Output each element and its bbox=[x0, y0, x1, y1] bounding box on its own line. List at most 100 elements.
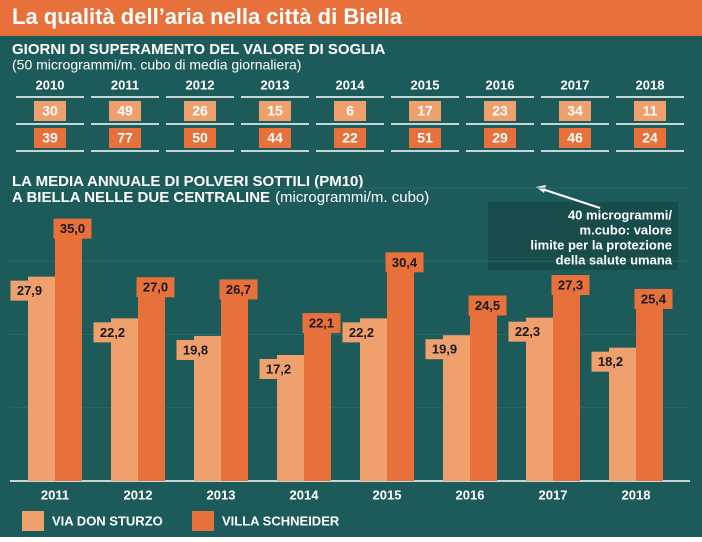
year-label: 2013 bbox=[261, 77, 290, 92]
table-value: 46 bbox=[567, 130, 583, 146]
x-tick-label: 2017 bbox=[539, 487, 568, 502]
value-label-box bbox=[176, 339, 215, 360]
legend-swatch bbox=[192, 511, 214, 531]
annotation: m.cubo: valore bbox=[580, 222, 672, 237]
x-tick-label: 2018 bbox=[622, 487, 651, 502]
chart-title-line: A BIELLA NELLE DUE CENTRALINE (microgramm… bbox=[12, 189, 429, 206]
x-tick-label: 2014 bbox=[290, 487, 320, 502]
table-value: 51 bbox=[417, 130, 433, 146]
value-label: 27,0 bbox=[143, 280, 168, 295]
bar bbox=[55, 224, 82, 481]
arrow-head bbox=[536, 185, 546, 193]
value-label-box bbox=[53, 218, 92, 239]
x-tick-label: 2012 bbox=[124, 487, 153, 502]
table-cell bbox=[109, 128, 141, 148]
annotation-arrow bbox=[541, 188, 601, 209]
year-label: 2018 bbox=[636, 77, 665, 92]
table-value: 50 bbox=[192, 130, 208, 146]
table-cell bbox=[184, 128, 216, 148]
value-label-box bbox=[468, 295, 507, 316]
chart-title: LA MEDIA ANNUALE DI POLVERI SOTTILI (PM1… bbox=[12, 173, 363, 190]
table-value: 11 bbox=[643, 103, 658, 119]
value-label: 27,3 bbox=[558, 277, 583, 292]
legend-label: VIA DON STURZO bbox=[52, 513, 163, 528]
value-label: 17,2 bbox=[266, 361, 291, 376]
value-label: 22,1 bbox=[309, 316, 334, 331]
value-label: 19,9 bbox=[432, 342, 457, 357]
value-label: 25,4 bbox=[641, 291, 667, 306]
table-value: 30 bbox=[42, 103, 58, 119]
table-value: 6 bbox=[346, 103, 354, 119]
table-cell bbox=[34, 101, 66, 121]
bar bbox=[553, 281, 580, 481]
bar bbox=[138, 283, 165, 481]
value-label-box bbox=[259, 359, 298, 380]
value-label: 27,9 bbox=[17, 283, 42, 298]
table-cell bbox=[259, 128, 291, 148]
year-label: 2011 bbox=[111, 77, 139, 92]
bar bbox=[526, 317, 553, 481]
x-tick-label: 2015 bbox=[373, 487, 402, 502]
x-tick-label: 2013 bbox=[207, 487, 236, 502]
table-value: 49 bbox=[117, 103, 133, 119]
year-label: 2012 bbox=[186, 77, 215, 92]
table-cell bbox=[559, 128, 591, 148]
value-label-box bbox=[136, 277, 175, 298]
value-label-box bbox=[508, 321, 547, 342]
x-tick-label: 2011 bbox=[41, 487, 69, 502]
table-value: 26 bbox=[192, 103, 208, 119]
table-value: 77 bbox=[117, 130, 133, 146]
value-label: 30,4 bbox=[392, 255, 418, 270]
value-label-box bbox=[634, 288, 673, 309]
table-value: 15 bbox=[267, 103, 283, 119]
value-label-box bbox=[302, 313, 341, 334]
chart-title: A BIELLA NELLE DUE CENTRALINE bbox=[12, 189, 270, 206]
annotation: limite per la protezione bbox=[530, 237, 672, 252]
annotation-box bbox=[488, 202, 678, 270]
page-title: La qualità dell’aria nella città di Biel… bbox=[12, 4, 403, 29]
table-subtitle: (50 microgrammi/m. cubo di media giornal… bbox=[12, 57, 301, 73]
table-cell bbox=[184, 101, 216, 121]
bar bbox=[443, 335, 470, 481]
value-label-box bbox=[10, 280, 49, 301]
table-cell bbox=[484, 128, 516, 148]
table-value: 34 bbox=[567, 103, 583, 119]
value-label-box bbox=[219, 279, 258, 300]
value-label: 22,2 bbox=[349, 325, 374, 340]
table-title: GIORNI DI SUPERAMENTO DEL VALORE DI SOGL… bbox=[12, 41, 386, 58]
table-cell bbox=[559, 101, 591, 121]
table-cell bbox=[109, 101, 141, 121]
chart-subtitle: (microgrammi/m. cubo) bbox=[275, 189, 429, 206]
value-label: 22,3 bbox=[515, 324, 540, 339]
value-label-box bbox=[425, 339, 464, 360]
table-value: 24 bbox=[642, 130, 658, 146]
table-cell bbox=[34, 128, 66, 148]
year-label: 2010 bbox=[36, 77, 65, 92]
annotation: 40 microgrammi/ bbox=[568, 207, 672, 222]
value-label: 19,8 bbox=[183, 342, 208, 357]
value-label-box bbox=[93, 322, 132, 343]
value-label-box bbox=[591, 351, 630, 372]
bar bbox=[360, 318, 387, 481]
table-cell bbox=[484, 101, 516, 121]
table-cell bbox=[334, 128, 366, 148]
table-cell bbox=[334, 101, 366, 121]
table-value: 29 bbox=[492, 130, 508, 146]
bar bbox=[636, 294, 663, 481]
value-label-box bbox=[342, 322, 381, 343]
table-value: 17 bbox=[417, 103, 433, 119]
x-tick-label: 2016 bbox=[456, 487, 485, 502]
table-cell bbox=[409, 128, 441, 148]
value-label-box bbox=[385, 252, 424, 273]
value-label: 18,2 bbox=[598, 354, 623, 369]
legend-swatch bbox=[22, 511, 44, 531]
year-label: 2016 bbox=[486, 77, 515, 92]
bar bbox=[387, 258, 414, 481]
table-value: 22 bbox=[342, 130, 358, 146]
value-label: 22,2 bbox=[100, 325, 125, 340]
annotation: della salute umana bbox=[556, 252, 673, 267]
year-label: 2015 bbox=[411, 77, 440, 92]
value-label: 35,0 bbox=[60, 221, 85, 236]
year-label: 2017 bbox=[561, 77, 590, 92]
